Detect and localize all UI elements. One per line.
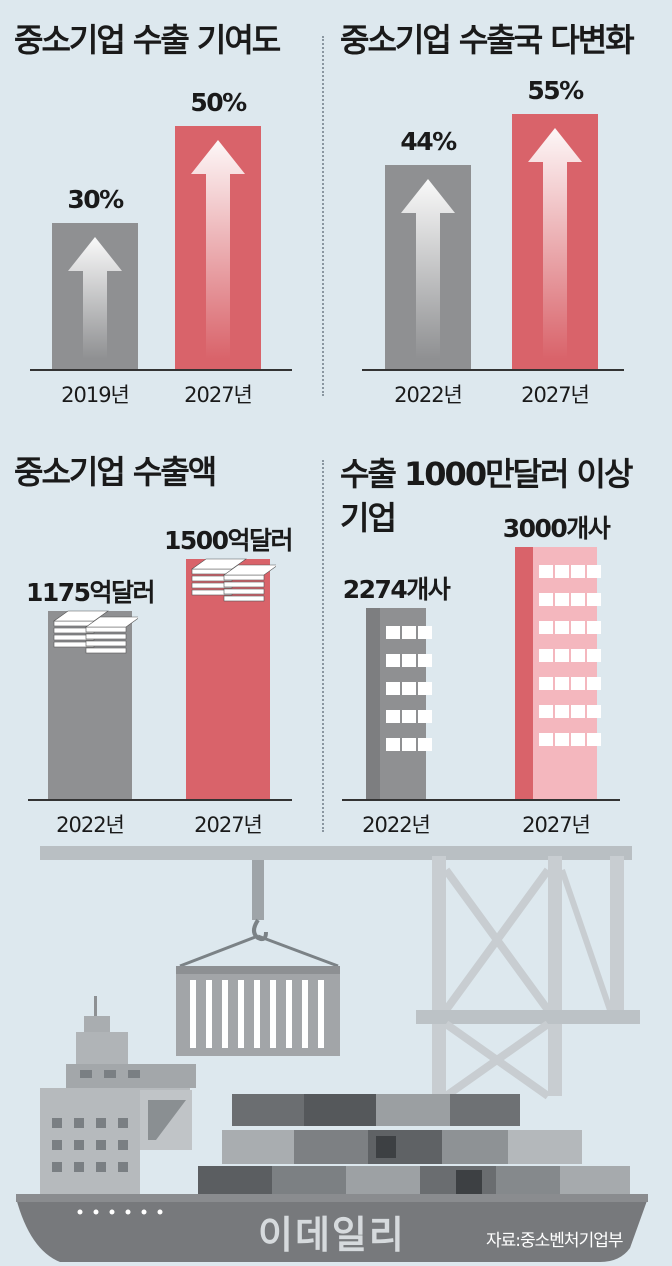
watermark-logo: 이데일리 [258, 1213, 406, 1257]
building-window [402, 710, 416, 723]
bar-2019년 [52, 223, 138, 369]
up-arrow-icon [528, 128, 582, 359]
building-window [555, 621, 569, 634]
building-window [402, 738, 416, 751]
building-window [587, 565, 601, 578]
hanging-container-icon [176, 966, 340, 1056]
building-window [555, 733, 569, 746]
building-window [386, 738, 400, 751]
building-window [402, 654, 416, 667]
building-window [571, 733, 585, 746]
x-axis-baseline [362, 369, 624, 371]
building-window [571, 705, 585, 718]
panel-divider [322, 460, 324, 832]
building-window [539, 565, 553, 578]
value-label: 55% [527, 76, 584, 105]
building-window [386, 710, 400, 723]
bar-2027년 [512, 114, 598, 369]
building-window [418, 654, 432, 667]
x-tick-label: 2027년 [194, 813, 263, 837]
x-tick-label: 2022년 [394, 383, 463, 407]
bar-2022년 [48, 610, 138, 799]
value-label: 50% [190, 88, 247, 117]
building-edge [366, 608, 380, 799]
building-window [587, 733, 601, 746]
building-window [555, 649, 569, 662]
building-window [386, 682, 400, 695]
building-window [571, 621, 585, 634]
building-edge [515, 547, 533, 799]
building-window [571, 565, 585, 578]
x-tick-label: 2027년 [522, 813, 591, 837]
building-window [402, 682, 416, 695]
value-label: 30% [67, 185, 124, 214]
up-arrow-icon [68, 237, 122, 359]
building-window [587, 621, 601, 634]
x-axis-baseline [342, 799, 620, 801]
building-window [555, 565, 569, 578]
container-ship-icon [16, 996, 648, 1262]
building-window [402, 626, 416, 639]
building-window [539, 677, 553, 690]
x-axis-baseline [28, 799, 292, 801]
up-arrow-icon [401, 179, 455, 359]
bar-2027년 [515, 547, 601, 799]
money-bundle-icon [53, 610, 138, 654]
up-arrow-icon [191, 140, 245, 359]
building-window [571, 649, 585, 662]
value-label: 2274개사 [342, 575, 451, 604]
value-label: 44% [400, 127, 457, 156]
building-window [386, 626, 400, 639]
building-window [539, 733, 553, 746]
chart-title: 중소기업 수출액 [14, 453, 217, 491]
x-tick-label: 2027년 [184, 383, 253, 407]
bar-2027년 [175, 126, 261, 369]
x-tick-label: 2027년 [521, 383, 590, 407]
building-window [539, 593, 553, 606]
building-window [555, 705, 569, 718]
building-window [418, 682, 432, 695]
value-label: 3000개사 [502, 514, 611, 543]
crane-icon [40, 846, 640, 1100]
chart-title: 중소기업 수출국 다변화 [340, 21, 635, 59]
building-window [539, 621, 553, 634]
building-window [555, 677, 569, 690]
x-tick-label: 2022년 [56, 813, 125, 837]
panel-divider [322, 36, 324, 396]
x-tick-label: 2022년 [362, 813, 431, 837]
x-axis-baseline [30, 369, 292, 371]
chart-title: 중소기업 수출 기여도 [14, 21, 281, 59]
building-window [555, 593, 569, 606]
bar-2022년 [366, 608, 432, 799]
value-label: 1500억달러 [163, 526, 294, 555]
building-window [571, 593, 585, 606]
source-note: 자료:중소벤처기업부 [486, 1231, 623, 1251]
building-window [386, 654, 400, 667]
building-window [418, 626, 432, 639]
chart-title: 수출 1000만달러 이상 기업 [340, 455, 633, 537]
building-window [418, 710, 432, 723]
building-window [571, 677, 585, 690]
bar-2022년 [385, 165, 471, 369]
value-label: 1175억달러 [25, 578, 156, 607]
building-window [539, 649, 553, 662]
building-window [587, 649, 601, 662]
building-window [587, 705, 601, 718]
building-window [587, 677, 601, 690]
building-window [587, 593, 601, 606]
money-bundle-icon [191, 558, 276, 602]
x-tick-label: 2019년 [61, 383, 130, 407]
building-window [418, 738, 432, 751]
bar-2027년 [186, 558, 276, 799]
building-window [539, 705, 553, 718]
